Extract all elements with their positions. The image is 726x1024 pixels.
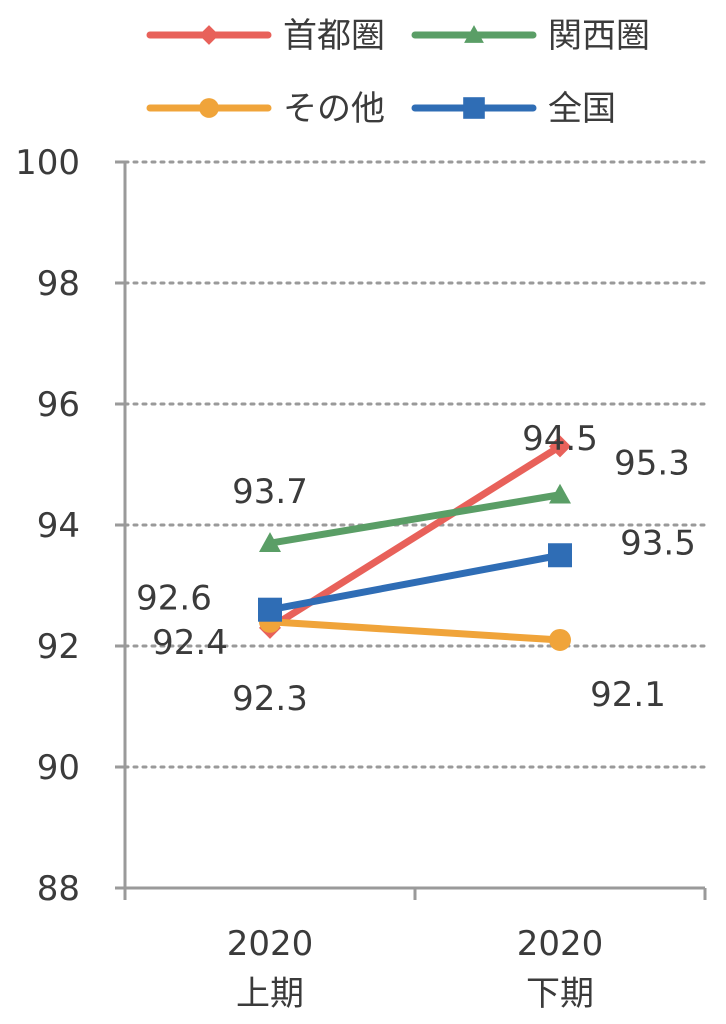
axes: 88 90 92 94 96 98 100 2020 上期 2020 下期 [15, 143, 707, 1014]
y-tick-label: 96 [37, 385, 80, 425]
data-label: 92.4 [152, 623, 228, 663]
legend-label: その他 [283, 89, 385, 129]
legend-label: 関西圏 [548, 16, 650, 56]
data-label: 95.3 [614, 443, 690, 483]
data-label: 93.5 [620, 523, 696, 563]
series-4-point-2 [548, 543, 572, 568]
y-tick-label: 88 [37, 869, 80, 909]
data-label: 94.5 [522, 419, 598, 459]
legend-label: 全国 [548, 89, 616, 129]
legend-label: 首都圏 [283, 16, 385, 56]
series-4-point-1 [258, 597, 282, 622]
series-line-2 [266, 491, 564, 547]
data-label: 93.7 [232, 472, 308, 512]
series-line-4 [266, 551, 564, 614]
data-label: 92.6 [136, 579, 212, 619]
legend-item-1: 首都圏 [146, 16, 385, 56]
series-2-point-1 [259, 532, 281, 552]
series-layer [258, 435, 572, 651]
y-tick-label: 94 [37, 506, 80, 546]
series-3-point-2 [549, 628, 571, 651]
legend-item-3: その他 [146, 89, 385, 129]
series-line-3 [266, 618, 564, 644]
x-tick-label: 2020 [227, 924, 314, 964]
data-label: 92.1 [590, 675, 666, 715]
y-tick-label: 100 [15, 143, 80, 183]
x-tick-label: 2020 [517, 924, 604, 964]
legend-marker [199, 98, 219, 118]
legend-marker [464, 25, 484, 43]
data-label: 92.3 [232, 679, 308, 719]
legend-item-4: 全国 [411, 89, 616, 129]
series-2-point-2 [549, 483, 571, 504]
legend-item-2: 関西圏 [411, 16, 650, 56]
legend-marker [463, 97, 485, 119]
gridlines [123, 160, 707, 769]
x-tick-label: 上期 [236, 974, 304, 1014]
y-tick-label: 98 [37, 264, 80, 304]
legend-marker [199, 25, 219, 45]
y-tick-label: 92 [37, 627, 80, 667]
data-labels: 92.3 95.3 93.7 94.5 92.4 92.1 92.6 93.5 [136, 419, 696, 719]
y-tick-label: 90 [37, 748, 80, 788]
x-tick-label: 下期 [526, 974, 594, 1014]
series-1-point-2 [549, 435, 571, 458]
